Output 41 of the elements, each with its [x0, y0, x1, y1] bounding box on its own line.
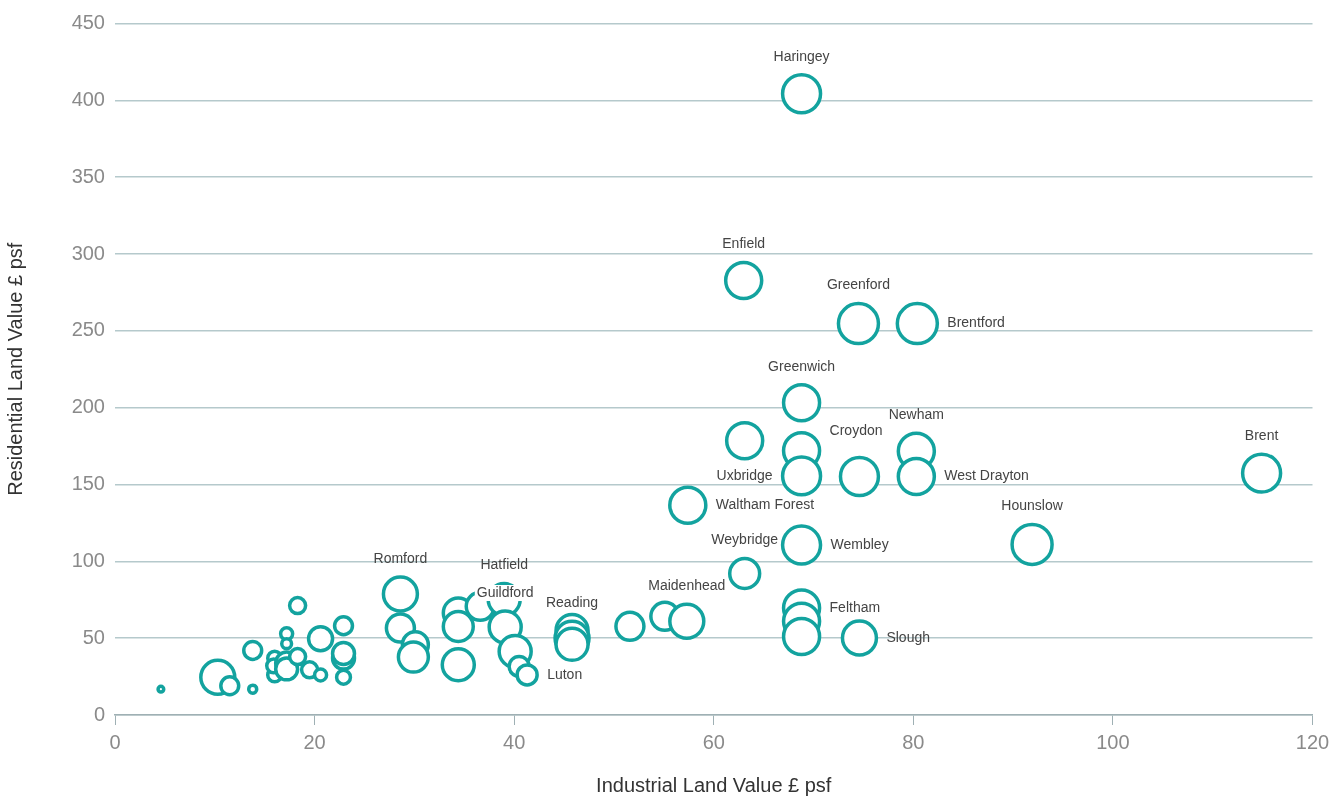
annotation: Hounslow	[1001, 497, 1064, 514]
annotation: Maidenhead	[648, 577, 726, 594]
y-tick-label: 350	[71, 164, 105, 187]
annotation: Enfield	[722, 235, 766, 252]
annotation: Newham	[888, 406, 944, 423]
x-tick-label: 20	[303, 730, 326, 753]
annotation: Reading	[545, 594, 599, 611]
x-axis-title: Industrial Land Value £ psf	[596, 773, 832, 796]
x-tick-label: 0	[109, 730, 121, 753]
x-tick-label: 100	[1096, 730, 1130, 753]
annotation: Hatfield	[480, 556, 528, 573]
y-tick-label: 0	[93, 702, 105, 725]
x-tick-label: 80	[902, 730, 925, 753]
annotation: Haringey	[773, 47, 830, 64]
annotation: Wembley	[830, 535, 889, 552]
annotation: Guildford	[476, 583, 534, 600]
annotation: Greenwich	[768, 357, 836, 374]
annotation: Slough	[886, 628, 931, 645]
annotation: Croydon	[829, 421, 883, 438]
annotation: Romford	[373, 549, 428, 566]
x-tick-label: 120	[1295, 730, 1330, 753]
y-axis-title: Residential Land Value £ psf	[3, 242, 26, 496]
y-tick-label: 300	[71, 241, 105, 264]
annotation: Brent	[1244, 427, 1279, 444]
y-tick-label: 50	[82, 625, 105, 648]
y-tick-label: 400	[71, 87, 105, 110]
annotation: West Drayton	[944, 467, 1029, 484]
x-tick-label: 60	[702, 730, 725, 753]
annotation: Feltham	[829, 598, 881, 615]
y-tick-label: 100	[71, 548, 105, 571]
y-tick-label: 450	[71, 11, 105, 34]
y-tick-label: 250	[71, 318, 105, 341]
annotation: Uxbridge	[716, 466, 773, 483]
y-tick-label: 150	[71, 472, 105, 495]
annotation: Luton	[547, 665, 583, 682]
annotation: Waltham Forest	[715, 496, 815, 513]
y-tick-label: 200	[71, 395, 105, 418]
annotation: Greenford	[826, 276, 890, 293]
annotation: Weybridge	[711, 531, 779, 548]
x-tick-label: 40	[503, 730, 526, 753]
annotation: Brentford	[947, 314, 1005, 331]
